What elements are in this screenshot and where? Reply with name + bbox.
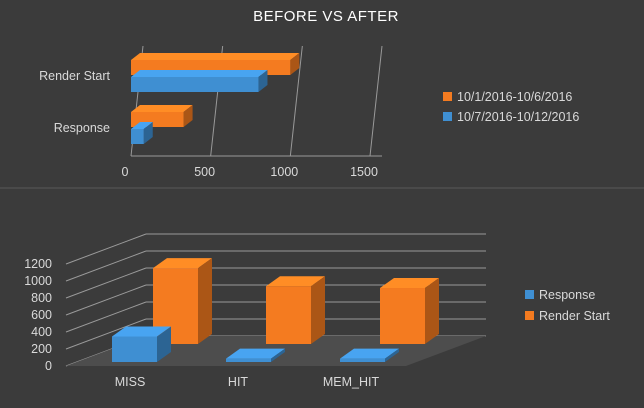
bottom-y-tick-label: 1000	[24, 274, 52, 288]
top-bar-end-face	[143, 122, 153, 144]
bottom-bar	[266, 286, 311, 344]
bottom-legend: Response Render Start	[525, 288, 610, 323]
top-x-tick-label: 1000	[270, 165, 298, 179]
top-bar	[131, 129, 144, 144]
bottom-category-label: HIT	[228, 375, 249, 389]
top-bar-top-face	[131, 70, 268, 77]
top-x-tick-label: 500	[194, 165, 215, 179]
bottom-bar	[226, 358, 271, 362]
bottom-bar-side-face	[157, 326, 171, 362]
bottom-y-tick-label: 600	[31, 308, 52, 322]
legend-swatch-response	[525, 290, 534, 299]
top-bars	[131, 53, 300, 144]
bottom-y-tick-label: 200	[31, 342, 52, 356]
bottom-category-label: MEM_HIT	[323, 375, 380, 389]
top-bar	[131, 77, 259, 92]
bottom-gridline-side	[65, 318, 147, 350]
top-category-labels: Render Start Response	[39, 69, 110, 135]
top-bar-top-face	[131, 105, 193, 112]
bottom-bar	[380, 288, 425, 344]
bottom-bars	[112, 258, 439, 362]
bottom-bar-side-face	[425, 278, 439, 344]
legend-swatch-render-start	[525, 311, 534, 320]
bottom-gridline-side	[65, 233, 147, 265]
bottom-bar	[112, 336, 157, 362]
bottom-bar-top-face	[380, 278, 439, 289]
bottom-bar-side-face	[385, 348, 399, 362]
bottom-category-labels: MISS HIT MEM_HIT	[115, 375, 380, 389]
top-x-tick-labels: 0 500 1000 1500	[122, 165, 378, 179]
bottom-y-tick-label: 400	[31, 325, 52, 339]
top-bar-top-face	[131, 122, 153, 129]
bottom-y-tick-label: 800	[31, 291, 52, 305]
top-bar-top-face	[131, 53, 300, 60]
top-gridline	[289, 45, 303, 157]
bottom-y-tick-labels: 0 200 400 600 800 1000 1200	[24, 257, 52, 373]
top-bar-end-face	[290, 53, 300, 75]
top-gridline	[369, 45, 383, 157]
bottom-bar-top-face	[266, 276, 325, 287]
bottom-y-tick-label: 1200	[24, 257, 52, 271]
legend-label-render-start: Render Start	[539, 309, 610, 323]
top-category-label: Response	[54, 121, 110, 135]
top-category-label: Render Start	[39, 69, 110, 83]
legend-label-series-1: 10/1/2016-10/6/2016	[457, 90, 572, 104]
bottom-bar	[340, 358, 385, 362]
top-legend: 10/1/2016-10/6/2016 10/7/2016-10/12/2016	[443, 90, 579, 124]
bottom-gridline-side	[65, 250, 147, 282]
bottom-gridline-side	[65, 301, 147, 333]
legend-swatch-series-2	[443, 112, 452, 121]
bottom-bar-side-face	[271, 348, 285, 362]
legend-swatch-series-1	[443, 92, 452, 101]
top-x-tick-label: 0	[122, 165, 129, 179]
bottom-category-label: MISS	[115, 375, 146, 389]
bottom-bar-side-face	[198, 258, 212, 344]
bottom-bar-top-face	[153, 258, 212, 269]
legend-label-response: Response	[539, 288, 595, 302]
bottom-gridline-side	[65, 267, 147, 299]
top-bar-end-face	[258, 70, 268, 92]
top-bar-end-face	[183, 105, 193, 127]
bottom-y-tick-label: 0	[45, 359, 52, 373]
top-x-tick-label: 1500	[350, 165, 378, 179]
top-bar-chart: BEFORE VS AFTER Render Start Response 0 50…	[39, 8, 579, 179]
bottom-bar-chart: MISS HIT MEM_HIT 0 200 400 600 800 1000 1200 Res…	[24, 233, 610, 389]
chart-title: BEFORE VS AFTER	[253, 8, 399, 25]
bottom-bar-top-face	[112, 326, 171, 337]
bottom-bar-side-face	[311, 276, 325, 344]
legend-label-series-2: 10/7/2016-10/12/2016	[457, 110, 579, 124]
bottom-bar-top-face	[226, 348, 285, 359]
bottom-bar-top-face	[340, 348, 399, 359]
bottom-gridline-side	[65, 284, 147, 316]
